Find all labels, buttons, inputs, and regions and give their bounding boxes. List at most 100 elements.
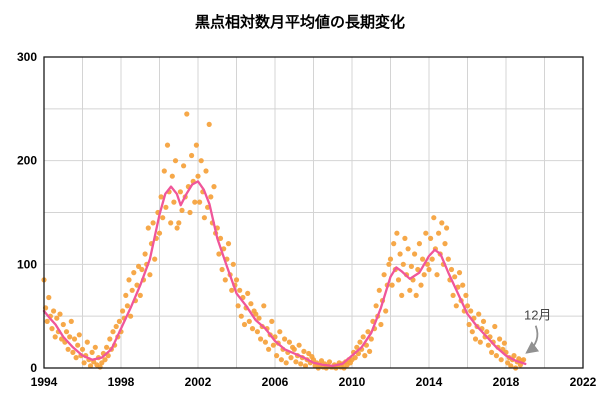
scatter-point	[452, 274, 458, 280]
scatter-point	[421, 272, 427, 278]
scatter-point	[137, 292, 143, 298]
scatter-point	[104, 344, 110, 350]
scatter-point	[52, 334, 58, 340]
scatter-point	[293, 359, 299, 365]
scatter-point	[365, 329, 371, 335]
scatter-point	[174, 225, 180, 231]
scatter-point	[286, 339, 292, 345]
grid-layer	[44, 57, 583, 368]
scatter-point	[201, 215, 207, 221]
x-tick-label: 2014	[416, 375, 443, 389]
scatter-point	[318, 358, 325, 364]
scatter-point	[217, 235, 224, 241]
scatter-point	[387, 256, 394, 262]
scatter-point	[395, 277, 402, 283]
data-layer	[41, 111, 527, 371]
scatter-point	[70, 349, 76, 355]
scatter-point	[469, 329, 475, 335]
scatter-point	[76, 332, 82, 338]
scatter-point	[402, 235, 408, 241]
scatter-point	[129, 287, 135, 293]
scatter-point	[302, 363, 309, 369]
scatter-point	[65, 346, 71, 352]
scatter-point	[378, 321, 384, 328]
scatter-point	[262, 339, 268, 345]
scatter-point	[283, 360, 289, 366]
scatter-point	[67, 334, 73, 340]
scatter-point	[197, 199, 203, 205]
scatter-point	[249, 326, 256, 332]
scatter-point	[134, 282, 140, 288]
scatter-point	[261, 303, 267, 309]
scatter-point	[87, 363, 94, 369]
scatter-point	[160, 215, 166, 221]
scatter-point	[270, 342, 276, 348]
scatter-point	[229, 287, 235, 293]
scatter-point	[412, 251, 418, 257]
scatter-point	[456, 270, 463, 276]
x-tick-label: 2002	[185, 375, 212, 389]
scatter-point	[54, 315, 60, 321]
scatter-point	[238, 313, 244, 319]
scatter-point	[168, 220, 174, 226]
scatter-point	[131, 270, 137, 276]
scatter-point	[266, 346, 272, 352]
x-tick-label: 1994	[31, 375, 58, 389]
scatter-point	[521, 357, 527, 363]
scatter-point	[413, 292, 419, 298]
scatter-point	[485, 342, 491, 348]
scatter-point	[147, 272, 153, 278]
scatter-point	[367, 348, 373, 354]
x-tick-label: 2022	[570, 375, 597, 389]
scatter-point	[248, 301, 254, 307]
scatter-point	[498, 357, 504, 363]
scatter-point	[235, 303, 241, 309]
scatter-point	[354, 344, 360, 350]
scatter-point	[448, 266, 455, 273]
scatter-point	[152, 256, 158, 262]
scatter-point	[241, 321, 248, 328]
scatter-point	[442, 241, 448, 247]
scatter-point	[463, 292, 469, 298]
scatter-point	[326, 359, 333, 365]
scatter-point	[176, 220, 182, 226]
scatter-point	[477, 339, 483, 345]
scatter-point	[397, 251, 403, 257]
scatter-point	[505, 360, 511, 366]
scatter-point	[171, 199, 177, 205]
scatter-point	[164, 142, 171, 148]
scatter-point	[368, 336, 374, 342]
scatter-point	[489, 349, 495, 355]
scatter-point	[391, 241, 397, 247]
scatter-point	[497, 336, 503, 342]
scatter-point	[142, 251, 148, 257]
scatter-point	[49, 326, 55, 332]
scatter-point	[211, 184, 217, 190]
scatter-point	[75, 342, 81, 348]
scatter-point	[508, 363, 514, 369]
scatter-point	[187, 209, 193, 216]
scatter-point	[288, 355, 294, 361]
scatter-point	[416, 241, 422, 247]
x-tick-label: 2018	[493, 375, 520, 389]
scatter-point	[110, 329, 116, 335]
scatter-point	[123, 292, 129, 298]
scatter-point	[306, 350, 312, 357]
scatter-point	[407, 287, 413, 293]
scatter-point	[158, 194, 164, 200]
scatter-point	[57, 311, 63, 317]
scatter-point	[63, 329, 70, 335]
scatter-point	[139, 266, 145, 273]
axis-layer: 1994 1998 2002 2006 2010 2014 2018 2022 0 100 200 3…	[17, 50, 597, 389]
scatter-point	[161, 168, 167, 174]
scatter-point	[444, 225, 450, 231]
scatter-point	[415, 266, 421, 273]
scatter-point	[501, 340, 507, 346]
scatter-point	[237, 287, 243, 293]
scatter-point	[386, 261, 392, 267]
scatter-point	[445, 256, 451, 262]
scatter-point	[208, 194, 214, 200]
scatter-point	[423, 230, 429, 236]
